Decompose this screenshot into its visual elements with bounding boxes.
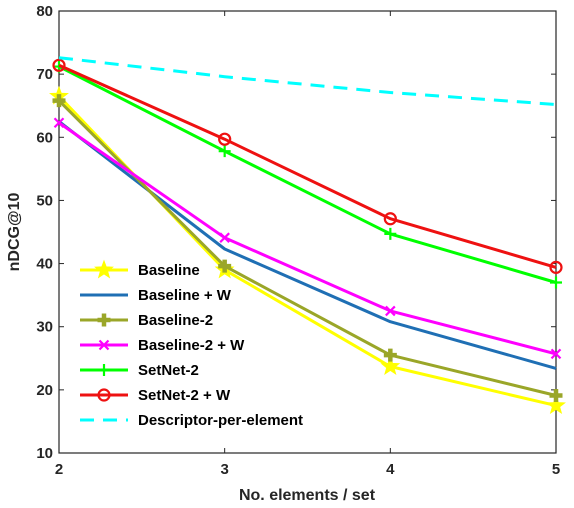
legend-item: Baseline + W bbox=[80, 287, 232, 304]
data-point bbox=[97, 388, 111, 402]
data-point bbox=[549, 260, 563, 274]
data-point bbox=[550, 276, 562, 289]
circle-marker bbox=[52, 58, 66, 72]
legend-label: Baseline-2 bbox=[138, 312, 213, 329]
data-point bbox=[546, 395, 566, 415]
x-axis: 2 3 4 5 bbox=[55, 11, 560, 478]
data-point bbox=[218, 145, 231, 158]
y-tick-label: 30 bbox=[36, 319, 53, 336]
plus-marker bbox=[383, 348, 397, 362]
legend-item: Baseline-2 + W bbox=[80, 337, 245, 354]
data-point bbox=[549, 389, 563, 403]
legend-item: SetNet-2 bbox=[80, 362, 199, 379]
y-tick-label: 20 bbox=[36, 382, 53, 399]
data-point bbox=[94, 259, 114, 279]
legend-item: Descriptor-per-element bbox=[80, 412, 303, 429]
x-marker bbox=[98, 339, 110, 351]
legend-label: SetNet-2 + W bbox=[138, 387, 231, 404]
data-point bbox=[550, 348, 562, 360]
x-marker bbox=[550, 348, 562, 360]
x-tick-label: 5 bbox=[552, 461, 560, 478]
series-baseline-2-w bbox=[53, 117, 562, 360]
star-marker bbox=[380, 356, 401, 375]
data-point bbox=[219, 232, 230, 243]
legend-item: SetNet-2 + W bbox=[80, 387, 231, 404]
legend-item: Baseline-2 bbox=[80, 312, 213, 329]
data-point bbox=[52, 58, 66, 72]
series-line bbox=[57, 99, 557, 397]
plot-frame bbox=[58, 10, 557, 454]
legend-label: Baseline + W bbox=[138, 287, 232, 304]
data-point bbox=[383, 348, 397, 362]
y-tick-label: 80 bbox=[36, 3, 53, 20]
plot-border bbox=[58, 10, 557, 454]
legend-label: SetNet-2 bbox=[138, 362, 199, 379]
data-point bbox=[98, 364, 110, 376]
plus-marker bbox=[549, 389, 563, 403]
series-setnet-2-w bbox=[52, 58, 563, 274]
plus-marker bbox=[97, 313, 111, 327]
x-tick-label: 4 bbox=[386, 461, 395, 478]
y-tick-label: 50 bbox=[36, 192, 53, 209]
plus-marker bbox=[550, 276, 562, 289]
series-line bbox=[58, 121, 557, 356]
series-baseline-2 bbox=[52, 94, 563, 403]
series-line bbox=[58, 63, 557, 269]
star-marker bbox=[94, 259, 114, 279]
plus-marker bbox=[52, 94, 66, 108]
series-line bbox=[58, 65, 557, 284]
x-marker bbox=[219, 232, 230, 243]
plus-marker bbox=[384, 227, 397, 240]
plus-marker bbox=[218, 145, 231, 158]
y-axis-title: nDCG@10 bbox=[6, 193, 23, 272]
x-marker bbox=[385, 305, 396, 317]
data-point bbox=[98, 339, 110, 351]
circle-marker bbox=[97, 388, 111, 402]
legend: Baseline Baseline + W Baseline-2 Baseline-2… bbox=[80, 259, 303, 429]
data-point bbox=[383, 212, 397, 226]
circle-marker bbox=[218, 132, 232, 146]
x-tick-label: 3 bbox=[220, 461, 228, 478]
y-tick-label: 40 bbox=[36, 256, 53, 273]
data-point bbox=[384, 227, 397, 240]
circle-marker bbox=[383, 212, 397, 226]
plus-marker bbox=[218, 259, 232, 273]
y-tick-label: 70 bbox=[36, 66, 53, 83]
plus-marker bbox=[98, 364, 110, 376]
y-tick-label: 10 bbox=[36, 445, 53, 462]
star-marker bbox=[546, 395, 566, 415]
series-descriptor-per-element bbox=[58, 56, 557, 106]
data-point bbox=[52, 94, 66, 108]
data-point bbox=[218, 259, 232, 273]
data-point bbox=[385, 305, 396, 317]
x-marker bbox=[53, 117, 65, 129]
circle-marker bbox=[549, 260, 563, 274]
data-point bbox=[97, 313, 111, 327]
data-point bbox=[380, 356, 401, 375]
legend-item: Baseline bbox=[80, 259, 200, 279]
series-layer bbox=[49, 56, 566, 415]
data-point bbox=[218, 132, 232, 146]
data-point bbox=[53, 117, 65, 129]
series-line bbox=[58, 56, 557, 106]
legend-label: Baseline-2 + W bbox=[138, 337, 245, 354]
y-tick-label: 60 bbox=[36, 129, 53, 146]
x-tick-label: 2 bbox=[55, 461, 63, 478]
x-axis-title: No. elements / set bbox=[239, 487, 376, 504]
y-axis: 10 20 30 40 50 60 70 80 bbox=[36, 3, 556, 462]
legend-label: Descriptor-per-element bbox=[138, 412, 303, 429]
legend-label: Baseline bbox=[138, 262, 200, 279]
